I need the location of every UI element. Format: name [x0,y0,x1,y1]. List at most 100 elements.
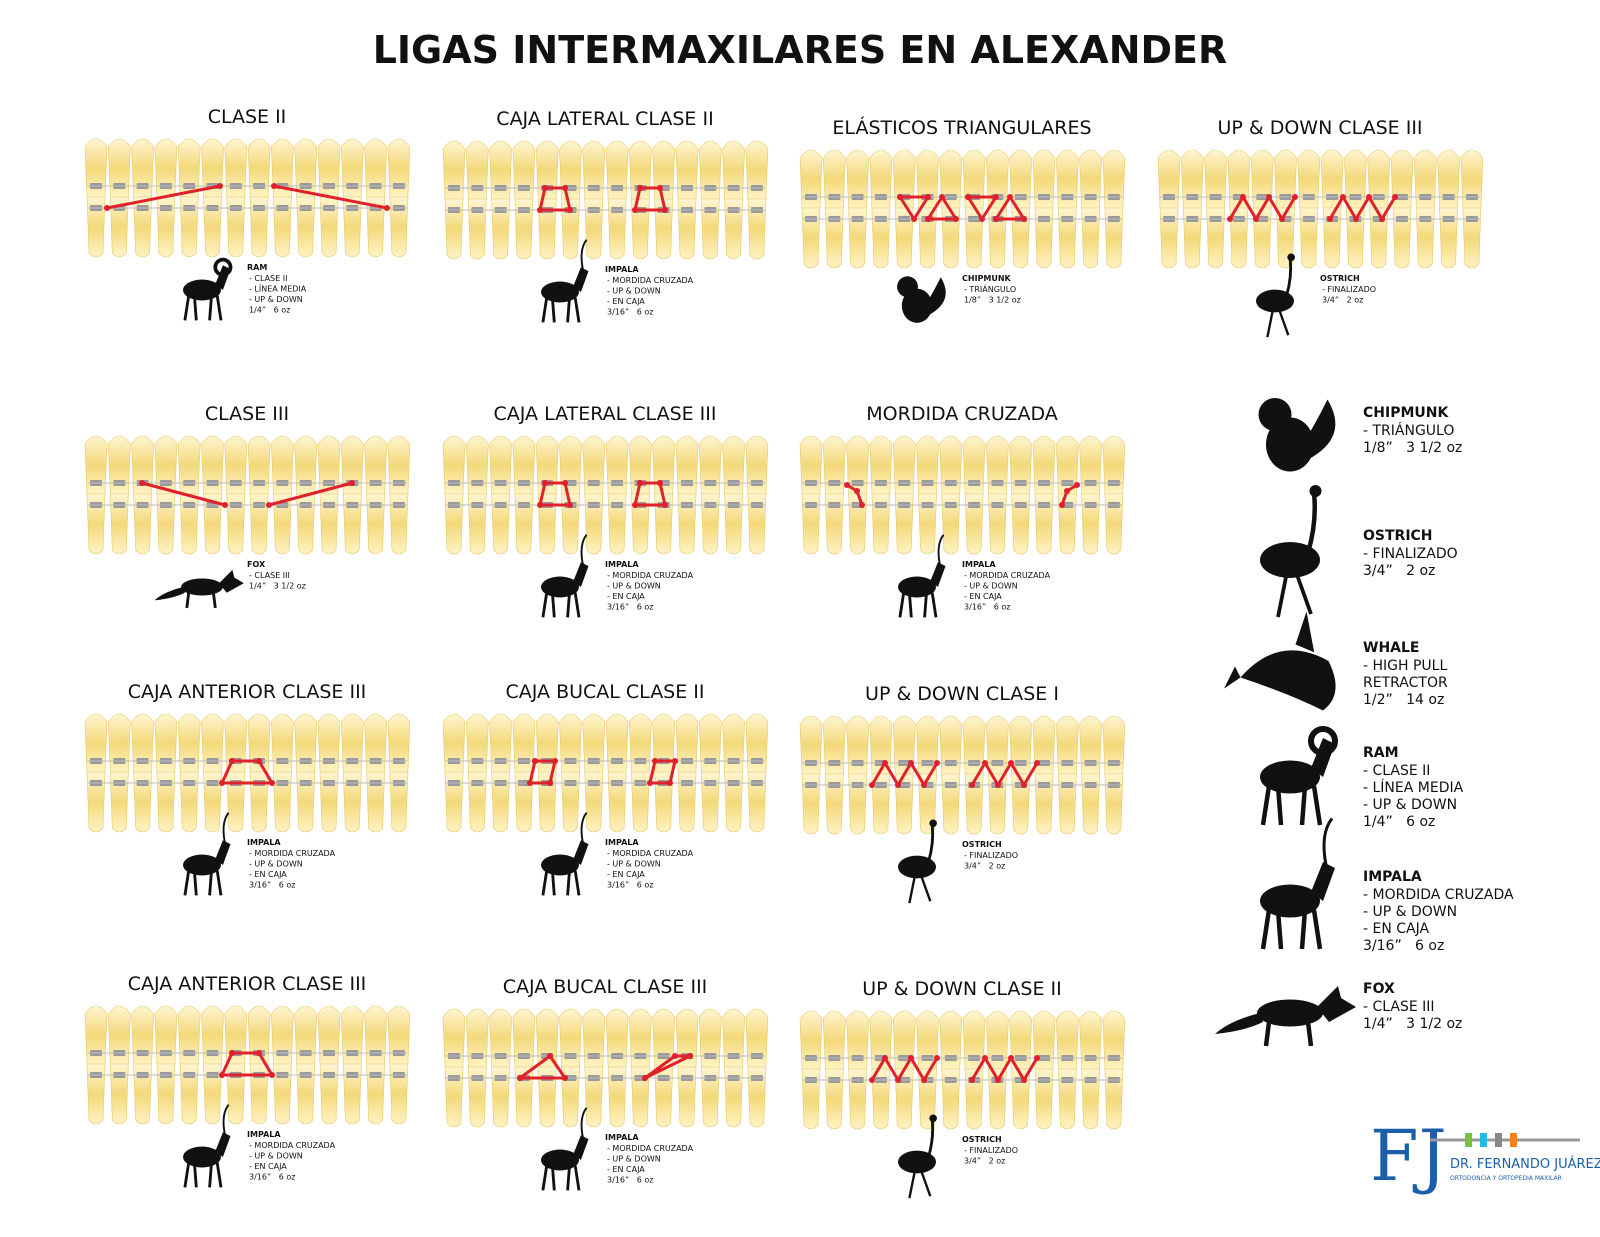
tooth [1034,1068,1054,1130]
tooth [107,713,131,773]
animal-shape [1302,399,1336,460]
tooth [249,771,269,833]
tooth [988,773,1007,835]
tooth [491,1066,510,1128]
tooth [296,1063,316,1125]
animal-detail: - UP & DOWN [964,582,1018,591]
animal-shape [541,1165,581,1191]
elastic-hook [567,502,573,508]
elastic-hook [934,1055,940,1061]
elastic-hook [1279,216,1285,222]
elastic-hook [637,185,643,191]
tooth [156,196,176,258]
animal-detail: - MORDIDA CRUZADA [607,276,694,285]
tooth [700,771,720,833]
tooth [892,435,916,495]
elastic [268,481,353,507]
tooth [537,771,557,833]
tooth [675,435,699,495]
tooth [203,1063,222,1125]
tooth [224,138,248,198]
tooth [1104,207,1124,269]
tooth [700,1066,720,1128]
animal-name: OSTRICH [962,1135,1002,1144]
elastic-hook [908,1055,914,1061]
animal-name: FOX [247,560,266,569]
elastic-hook [921,782,927,788]
tooth [605,140,629,200]
tooth [342,196,362,258]
tooth [629,140,652,200]
elastic-hook [562,480,568,486]
tooth [317,138,341,198]
tooth [1057,207,1077,269]
animal-name: RAM [247,263,267,272]
animal-shape [541,870,581,896]
tooth [109,493,129,555]
logo-tagline: ORTODONCIA Y ORTOPEDIA MAXILAR [1450,1175,1562,1182]
tooth [605,713,629,773]
tooth [467,493,487,555]
tooth [226,1063,246,1125]
elastic-hook [1327,216,1333,222]
animal-shape [1256,289,1294,313]
tooth [224,713,248,773]
tooth [535,1008,559,1068]
tooth [1032,715,1056,775]
tooth [1055,715,1079,775]
tooth [724,1066,743,1128]
tooth [1180,149,1204,209]
tooth [964,207,984,269]
tooth [273,493,292,555]
tooth [107,435,131,495]
elastic-hook [1292,194,1298,200]
elastic-hook [349,480,355,486]
elastic-hook [1392,194,1398,200]
tooth [201,138,224,198]
tooth [722,1008,745,1068]
tooth [894,773,914,835]
tooth [747,198,767,260]
elastic-hook [869,1077,875,1083]
tooth [1102,435,1126,495]
tooth [340,138,364,198]
animal-shape [1257,999,1323,1027]
animal-detail: - MORDIDA CRUZADA [607,571,694,580]
animal-shape [1224,666,1241,689]
animal-name: IMPALA [605,265,639,274]
elastic [519,1054,567,1080]
elastic-hook [384,205,390,211]
tooth [366,1063,385,1125]
tooth [561,771,580,833]
elastic-hook [953,216,959,222]
tooth [1009,1010,1033,1070]
animal-shape [1263,1021,1314,1047]
tooth [319,196,339,258]
tooth [226,771,246,833]
tooth [340,713,364,773]
legend-detail: 3/4” 2 oz [1363,563,1435,579]
animal-shape [1295,611,1315,653]
elastic-hook [1008,760,1014,766]
tooth [561,493,580,555]
tooth [442,713,466,773]
animal-name: IMPALA [605,838,639,847]
tooth [745,713,769,773]
animal-detail: - MORDIDA CRUZADA [249,1141,336,1150]
elastic [926,195,958,221]
tooth [273,1063,292,1125]
panel-title: UP & DOWN CLASE I [865,683,1059,705]
elastic-hook [897,194,903,200]
tooth [918,493,937,555]
elastic-hook [969,1077,975,1083]
tooth [1011,207,1031,269]
tooth [822,715,846,775]
tooth [1009,435,1033,495]
elastic-hook [632,207,638,213]
tooth [1460,149,1484,209]
tooth [747,1066,767,1128]
tooth [629,1008,652,1068]
tooth [514,198,534,260]
elastic-hook [672,1053,678,1059]
animal-shape [929,1114,937,1123]
